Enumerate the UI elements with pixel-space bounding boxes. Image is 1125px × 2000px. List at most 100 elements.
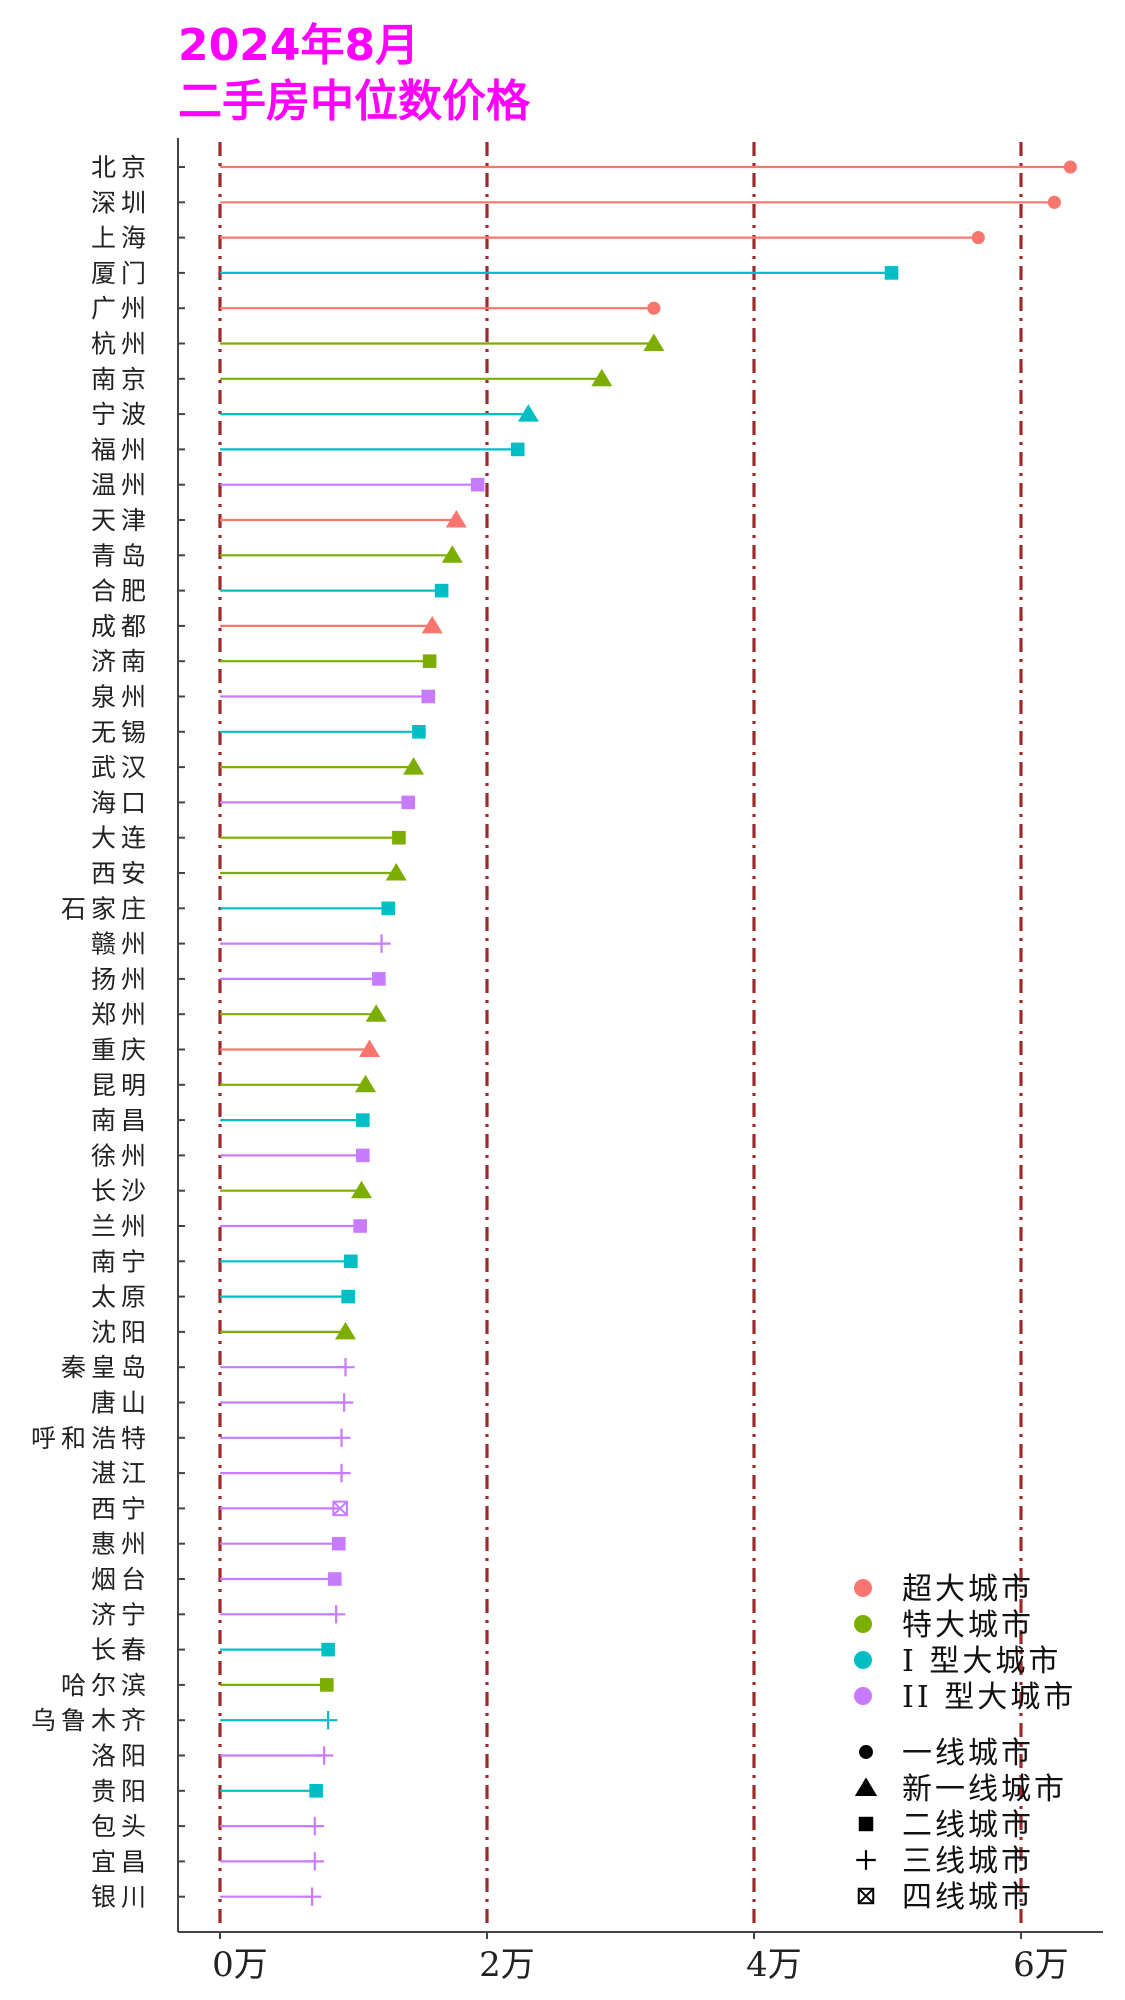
legend-shape-swatch-2 — [858, 1816, 874, 1832]
point-19-square — [392, 830, 406, 845]
city-label-36: 呼和浩特 — [31, 1424, 151, 1453]
city-label-2: 上海 — [91, 224, 151, 253]
city-label-41: 济宁 — [91, 1600, 151, 1629]
point-17 — [403, 757, 425, 775]
city-label-5: 杭州 — [91, 330, 151, 359]
point-19 — [392, 830, 406, 845]
point-6 — [591, 368, 613, 387]
point-43 — [320, 1678, 334, 1692]
city-label-34: 秦皇岛 — [61, 1353, 151, 1382]
point-26 — [355, 1074, 377, 1093]
legend-shape-swatch-3 — [856, 1850, 876, 1870]
point-15 — [421, 689, 436, 704]
chart-title-line-2: 二手房中位数价格 — [178, 76, 530, 127]
point-11 — [441, 545, 463, 563]
point-42-square — [321, 1642, 335, 1657]
point-16-square — [412, 725, 426, 739]
point-10 — [445, 510, 467, 528]
city-label-9: 温州 — [91, 471, 151, 500]
point-2-circle — [971, 231, 985, 245]
point-46 — [309, 1784, 323, 1798]
city-label-49: 银川 — [91, 1883, 151, 1912]
point-28-square — [356, 1148, 370, 1163]
point-28 — [356, 1148, 370, 1163]
point-23-square — [372, 972, 386, 986]
city-label-23: 扬州 — [91, 965, 151, 994]
legend-color-swatch-0 — [854, 1579, 872, 1597]
point-30-square — [353, 1219, 367, 1233]
city-label-18: 海口 — [91, 788, 151, 817]
city-label-32: 太原 — [91, 1283, 151, 1312]
point-18-square — [401, 795, 416, 810]
point-33-triangle — [334, 1321, 356, 1340]
point-31-square — [344, 1254, 358, 1269]
point-5-triangle — [643, 333, 665, 351]
point-11-triangle — [441, 545, 463, 563]
x-tick-label-1: 2万 — [479, 1945, 535, 1985]
city-label-26: 昆明 — [91, 1071, 151, 1100]
point-33 — [334, 1321, 356, 1340]
axes: 0万 2万 4万 6万 — [177, 138, 1103, 1985]
city-label-44: 乌鲁木齐 — [31, 1706, 151, 1735]
point-29-triangle — [351, 1180, 373, 1199]
city-label-8: 福州 — [91, 435, 151, 464]
city-label-46: 贵阳 — [91, 1777, 151, 1806]
point-9 — [470, 477, 485, 492]
point-1-circle — [1047, 195, 1061, 209]
point-3 — [884, 266, 899, 280]
point-25 — [359, 1039, 381, 1057]
point-13 — [421, 615, 443, 634]
point-32 — [341, 1289, 355, 1304]
point-9-square — [470, 477, 485, 492]
city-label-6: 南京 — [91, 365, 151, 394]
city-label-7: 宁波 — [91, 400, 151, 429]
legend-color-swatch-1 — [854, 1615, 872, 1633]
point-34 — [336, 1358, 355, 1377]
legend-shape-label-4: 四线城市 — [902, 1880, 1034, 1915]
legend-color-swatch-3 — [854, 1687, 872, 1705]
legend-color-label-3: II 型大城市 — [902, 1680, 1076, 1715]
point-7 — [517, 404, 539, 422]
legend-shape-swatch-4 — [857, 1887, 875, 1905]
legend-shape-swatch-0-circle — [859, 1745, 873, 1759]
city-label-35: 唐山 — [91, 1389, 151, 1418]
city-label-4: 广州 — [91, 294, 151, 323]
legend-shape-swatch-0 — [859, 1745, 873, 1759]
point-14 — [422, 654, 437, 668]
legend-shape-label-2: 二线城市 — [902, 1808, 1034, 1843]
point-37 — [332, 1463, 351, 1483]
point-32-square — [341, 1289, 355, 1304]
legend-color-swatch-2 — [854, 1651, 872, 1669]
chart-title: 2024年8月 二手房中位数价格 — [178, 18, 530, 130]
point-24-triangle — [365, 1004, 387, 1022]
point-17-triangle — [403, 757, 425, 775]
legend-shape-swatch-4-cross-b — [858, 1888, 874, 1904]
chart-title-line-1: 2024年8月 — [178, 20, 420, 71]
point-23 — [372, 972, 386, 986]
city-label-15: 泉州 — [91, 683, 151, 712]
point-8 — [510, 442, 525, 457]
point-35 — [334, 1393, 354, 1412]
x-tick-label-3: 6万 — [1013, 1945, 1069, 1985]
city-label-16: 无锡 — [91, 718, 151, 747]
city-label-31: 南宁 — [91, 1247, 151, 1276]
point-21 — [381, 901, 396, 916]
point-39-square — [332, 1536, 346, 1551]
point-41 — [326, 1605, 346, 1624]
point-25-triangle — [359, 1039, 381, 1057]
city-label-27: 南昌 — [91, 1106, 151, 1135]
city-label-43: 哈尔滨 — [61, 1671, 151, 1700]
city-label-39: 惠州 — [91, 1530, 151, 1559]
city-label-1: 深圳 — [91, 188, 151, 217]
point-49 — [302, 1887, 322, 1906]
point-40-square — [328, 1572, 342, 1586]
legend-shape-swatch-4-box — [857, 1887, 875, 1905]
point-15-square — [421, 689, 436, 704]
point-38-box — [332, 1500, 348, 1517]
point-38 — [332, 1500, 348, 1517]
legend-color-label-2: I 型大城市 — [902, 1644, 1061, 1679]
point-10-triangle — [445, 510, 467, 528]
point-1 — [1047, 195, 1061, 209]
